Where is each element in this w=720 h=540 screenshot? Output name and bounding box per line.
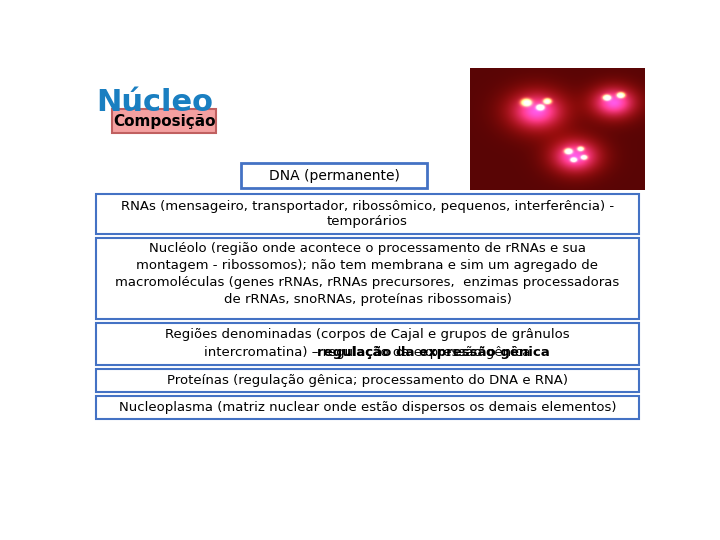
FancyBboxPatch shape <box>96 369 639 392</box>
Text: DNA (permanente): DNA (permanente) <box>269 168 400 183</box>
Text: Nucleoplasma (matriz nuclear onde estão dispersos os demais elementos): Nucleoplasma (matriz nuclear onde estão … <box>119 401 616 414</box>
Text: de rRNAs, snoRNAs, proteínas ribossomais): de rRNAs, snoRNAs, proteínas ribossomais… <box>223 293 511 306</box>
FancyBboxPatch shape <box>96 238 639 319</box>
Text: Nucléolo (região onde acontece o processamento de rRNAs e sua: Nucléolo (região onde acontece o process… <box>149 242 586 255</box>
Text: regulação da expressão gênica: regulação da expressão gênica <box>317 346 549 359</box>
FancyBboxPatch shape <box>112 110 216 132</box>
Text: Composição: Composição <box>113 113 215 129</box>
Text: intercromatina) – regulação da expressão gênica: intercromatina) – regulação da expressão… <box>204 346 531 359</box>
FancyBboxPatch shape <box>96 194 639 234</box>
FancyBboxPatch shape <box>96 323 639 365</box>
Text: montagem - ribossomos); não tem membrana e sim um agregado de: montagem - ribossomos); não tem membrana… <box>137 259 598 272</box>
Text: RNAs (mensageiro, transportador, ribossômico, pequenos, interferência) -: RNAs (mensageiro, transportador, ribossô… <box>121 200 614 213</box>
Text: Proteínas (regulação gênica; processamento do DNA e RNA): Proteínas (regulação gênica; processamen… <box>167 374 568 387</box>
Text: Regiões denominadas (corpos de Cajal e grupos de grânulos: Regiões denominadas (corpos de Cajal e g… <box>165 328 570 341</box>
Text: Núcleo: Núcleo <box>96 88 213 117</box>
FancyBboxPatch shape <box>241 164 427 188</box>
Text: temporários: temporários <box>327 214 408 228</box>
Text: macromoléculas (genes rRNAs, rRNAs precursores,  enzimas processadoras: macromoléculas (genes rRNAs, rRNAs precu… <box>115 276 620 289</box>
FancyBboxPatch shape <box>96 396 639 419</box>
